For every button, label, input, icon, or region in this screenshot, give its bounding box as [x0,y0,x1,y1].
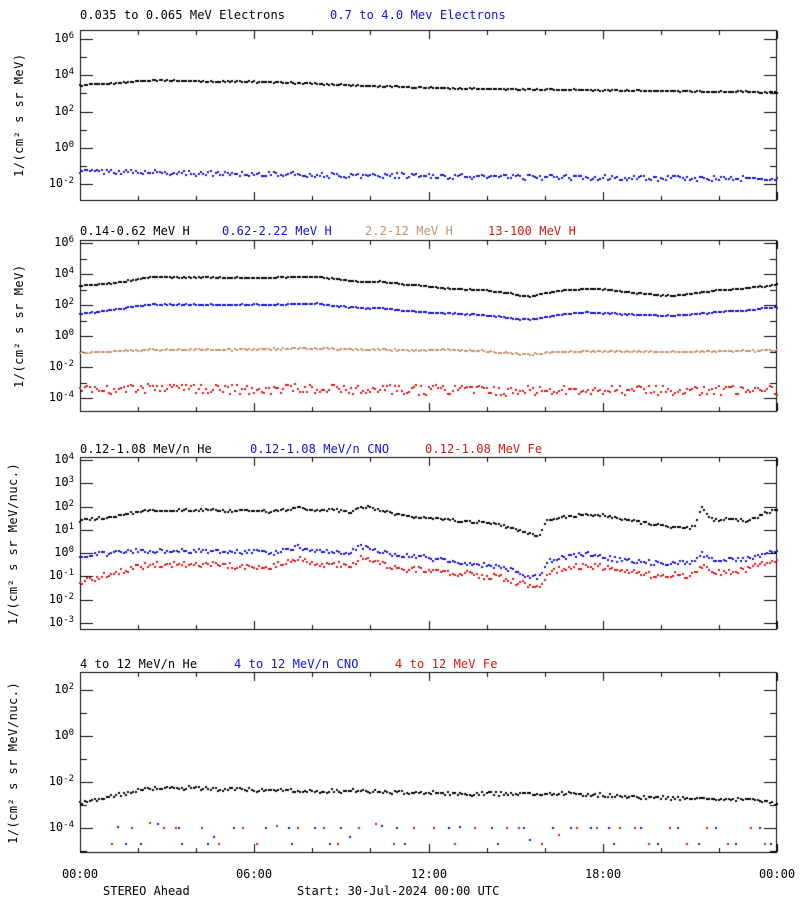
x-tick-label: 00:00 [61,867,99,881]
y-tick-label: 101 [54,522,74,536]
y-axis-title: 1/(cm² s sr MeV) [12,53,26,178]
y-tick-label: 104 [54,67,74,81]
legend-low-energy-ions-1: 0.12-1.08 MeV/n CNO [250,442,390,456]
y-tick-label: 10-2 [48,592,74,606]
y-tick-label: 100 [54,140,74,154]
x-tick-label: 06:00 [235,867,273,881]
legend-electrons-1: 0.7 to 4.0 Mev Electrons [330,8,506,22]
legend-electrons-0: 0.035 to 0.065 MeV Electrons [80,8,286,22]
y-tick-label: 10-2 [48,176,74,190]
y-tick-label: 100 [54,545,74,559]
y-tick-label: 10-2 [48,359,74,373]
y-axis-title: 1/(cm² s sr MeV/nuc.) [6,462,20,625]
y-tick-label: 100 [54,728,74,742]
y-tick-label: 106 [54,31,74,45]
y-tick-label: 102 [54,682,74,696]
y-tick-label: 10-4 [48,820,74,834]
y-axis-title: 1/(cm² s sr MeV/nuc.) [6,681,20,844]
legend-protons-3: 13-100 MeV H [488,224,576,238]
legend-protons-0: 0.14-0.62 MeV H [80,224,190,238]
y-tick-label: 103 [54,475,74,489]
y-tick-label: 102 [54,297,74,311]
start-time-label: Start: 30-Jul-2024 00:00 UTC [297,884,500,898]
y-tick-label: 102 [54,499,74,513]
y-tick-label: 102 [54,104,74,118]
legend-low-energy-ions-2: 0.12-1.08 MeV Fe [425,442,543,456]
legend-high-energy-ions-0: 4 to 12 MeV/n He [80,657,198,671]
legend-protons-1: 0.62-2.22 MeV H [222,224,332,238]
y-tick-label: 104 [54,452,74,466]
legend-protons-2: 2.2-12 MeV H [365,224,453,238]
y-tick-label: 100 [54,328,74,342]
y-tick-label: 10-4 [48,390,74,404]
x-tick-label: 18:00 [584,867,622,881]
x-tick-label: 00:00 [758,867,796,881]
x-tick-label: 12:00 [410,867,448,881]
legend-low-energy-ions-0: 0.12-1.08 MeV/n He [80,442,212,456]
y-tick-label: 10-3 [48,615,74,629]
legend-high-energy-ions-2: 4 to 12 MeV Fe [395,657,498,671]
y-tick-label: 106 [54,235,74,249]
y-axis-title: 1/(cm² s sr MeV) [12,264,26,388]
legend-high-energy-ions-1: 4 to 12 MeV/n CNO [234,657,359,671]
y-tick-label: 104 [54,266,74,280]
spacecraft-label: STEREO Ahead [103,884,190,898]
y-tick-label: 10-2 [48,774,74,788]
y-tick-label: 10-1 [48,568,74,582]
